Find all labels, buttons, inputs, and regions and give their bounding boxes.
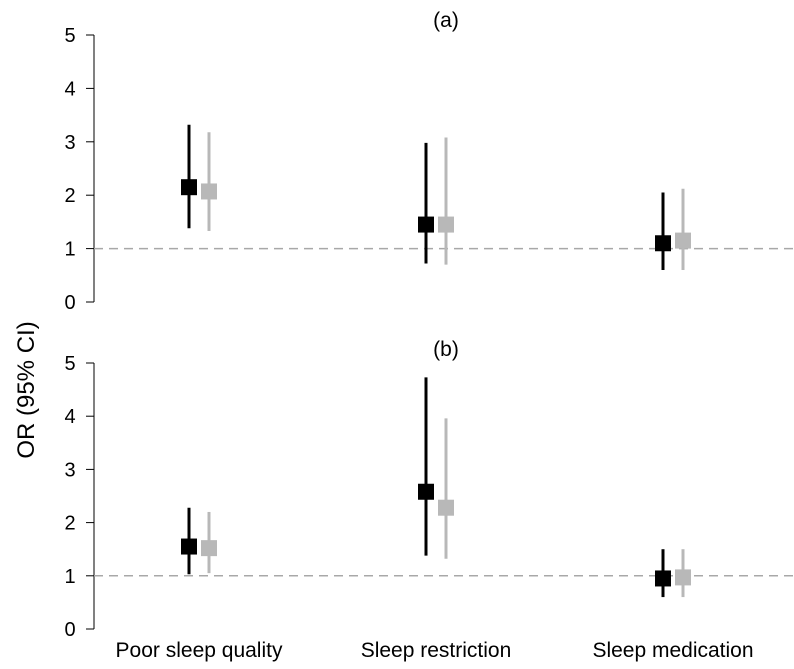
panel-label: (b)	[433, 338, 459, 361]
y-axis-title: OR (95% CI)	[13, 321, 40, 458]
category-label: Sleep restriction	[361, 639, 512, 662]
estimate-marker	[438, 216, 454, 233]
estimate-marker	[201, 540, 217, 557]
estimate-marker	[418, 483, 434, 500]
y-tick-label: 0	[64, 292, 75, 314]
y-tick-label: 3	[64, 459, 75, 481]
panel-label: (a)	[433, 9, 459, 32]
y-tick-label: 3	[64, 132, 75, 154]
estimate-marker	[675, 232, 691, 249]
y-tick-label: 4	[64, 78, 75, 100]
category-label: Poor sleep quality	[116, 639, 283, 662]
estimate-marker	[655, 235, 671, 252]
y-tick-label: 4	[64, 406, 75, 428]
estimate-marker	[655, 570, 671, 587]
y-tick-label: 0	[64, 619, 75, 641]
estimate-marker	[181, 538, 197, 555]
estimate-marker	[201, 183, 217, 200]
category-label: Sleep medication	[592, 639, 753, 662]
y-tick-label: 5	[64, 353, 75, 375]
y-tick-label: 2	[64, 513, 75, 535]
estimate-marker	[181, 179, 197, 196]
estimate-marker	[418, 216, 434, 233]
y-tick-label: 2	[64, 185, 75, 207]
estimate-marker	[675, 569, 691, 586]
y-tick-label: 5	[64, 25, 75, 47]
estimate-marker	[438, 499, 454, 516]
y-tick-label: 1	[64, 239, 75, 261]
y-tick-label: 1	[64, 566, 75, 588]
